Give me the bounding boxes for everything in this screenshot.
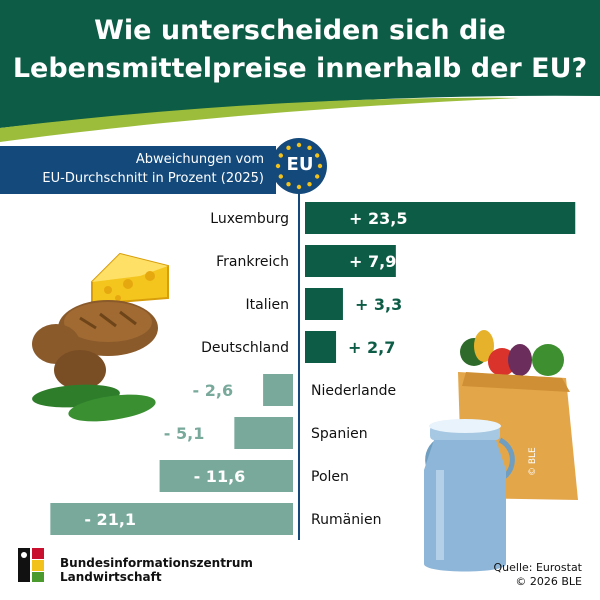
org-name-line-2: Landwirtschaft: [60, 570, 162, 584]
bar-frankreich: [305, 245, 396, 277]
bar-spanien: [234, 417, 293, 449]
copyright-note: © 2026 BLE: [515, 575, 582, 588]
value-label-niederlande: - 2,6: [193, 381, 234, 400]
value-label-spanien: - 5,1: [164, 424, 205, 443]
bar-luxemburg: [305, 202, 576, 234]
org-name-line-1: Bundesinformationszentrum: [60, 556, 253, 570]
bar-polen: [159, 460, 293, 492]
category-label-spanien: Spanien: [311, 426, 368, 442]
category-label-deutschland: Deutschland: [201, 340, 289, 356]
bar-niederlande: [263, 374, 293, 406]
value-label-frankreich: + 7,9: [349, 252, 396, 271]
source-note: Quelle: Eurostat: [493, 561, 582, 574]
category-label-rumänien: Rumänien: [311, 512, 381, 528]
image-credit: © BLE: [528, 447, 538, 476]
chart-subtitle-line-2: EU-Durchschnitt in Prozent (2025): [42, 171, 264, 186]
category-label-italien: Italien: [246, 297, 289, 313]
value-label-luxemburg: + 23,5: [349, 209, 407, 228]
chart-subtitle-line-1: Abweichungen vom: [135, 152, 264, 167]
value-label-deutschland: + 2,7: [348, 338, 395, 357]
category-label-niederlande: Niederlande: [311, 383, 396, 399]
value-label-rumänien: - 21,1: [84, 510, 136, 529]
bar-deutschland: [305, 331, 337, 363]
page-title-line-1: Wie unterscheiden sich die: [94, 15, 506, 46]
category-label-luxemburg: Luxemburg: [210, 211, 289, 227]
value-label-italien: + 3,3: [355, 295, 402, 314]
chart-subtitle-box: Abweichungen vom EU-Durchschnitt in Proz…: [0, 146, 276, 194]
eu-badge-label: EU: [286, 154, 314, 175]
bar-rumänien: [50, 503, 293, 535]
bar-italien: [305, 288, 343, 320]
value-label-polen: - 11,6: [194, 467, 246, 486]
category-label-frankreich: Frankreich: [216, 254, 289, 270]
category-label-polen: Polen: [311, 469, 349, 485]
page-title-line-2: Lebensmittelpreise innerhalb der EU?: [12, 53, 588, 84]
